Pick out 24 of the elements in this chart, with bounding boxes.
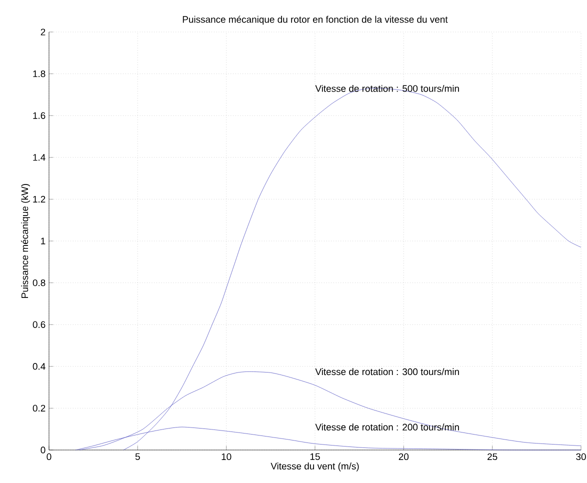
x-tick-label: 15 — [310, 453, 320, 460]
annotation: Vitesse de rotation : 300 tours/min — [315, 368, 459, 376]
chart-title: Puissance mécanique du rotor en fonction de la vitesse du vent — [182, 16, 448, 25]
annotation: Vitesse de rotation : 500 tours/min — [315, 84, 459, 92]
y-tick-label: 0 — [40, 446, 46, 454]
y-tick-label: 2 — [40, 28, 46, 36]
y-tick-label: 1.2 — [33, 196, 46, 203]
x-tick-label: 10 — [222, 453, 232, 460]
x-tick-label: 25 — [488, 453, 498, 460]
x-tick-label: 30 — [576, 453, 586, 460]
y-tick-label: 1.4 — [33, 154, 46, 161]
y-tick-label: 1 — [41, 238, 46, 244]
x-tick-label: 0 — [46, 453, 52, 460]
x-axis-title: Vitesse du vent (m/s) — [270, 462, 359, 472]
y-tick-label: 0.4 — [32, 363, 46, 370]
y-axis-title: Puissance mécanique (kW) — [21, 184, 30, 298]
x-tick-label: 5 — [135, 453, 140, 460]
y-tick-label: 0.6 — [32, 321, 46, 328]
y-tick-label: 1.8 — [33, 70, 46, 78]
x-tick-label: 20 — [398, 453, 409, 460]
annotation: Vitesse de rotation : 200 tours/min — [315, 424, 459, 430]
y-tick-label: 1.6 — [33, 112, 46, 119]
y-tick-label: 0.2 — [32, 404, 46, 412]
y-tick-label: 0.8 — [32, 279, 46, 286]
